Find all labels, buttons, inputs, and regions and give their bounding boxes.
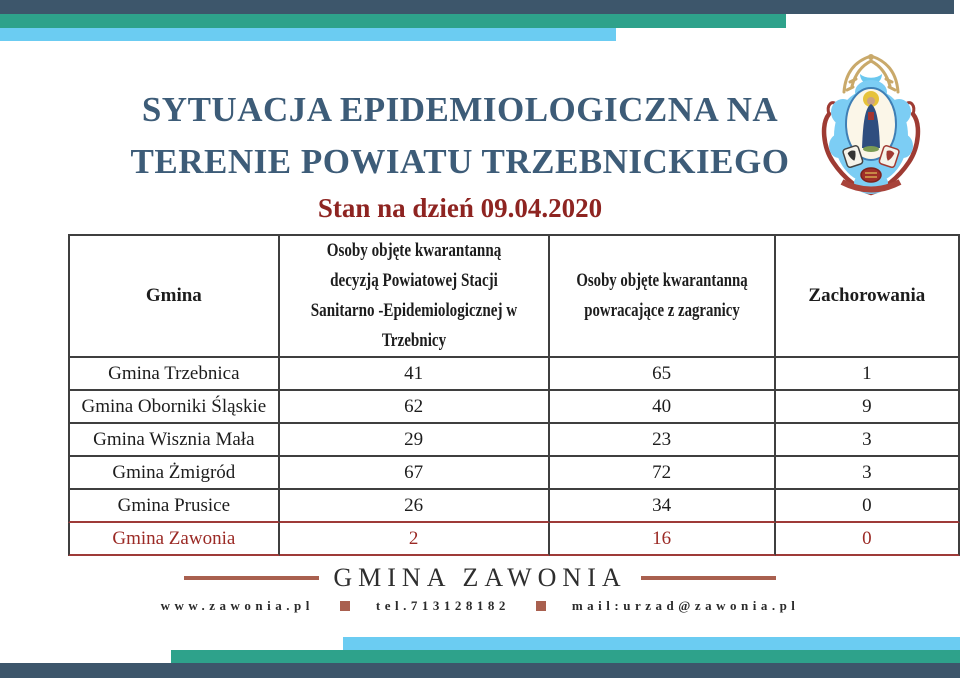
cases-cell: 3 [775, 457, 960, 490]
brand-rule-left [184, 576, 320, 580]
header-gmina: Gmina [68, 234, 280, 358]
footer-brand-row: GMINA ZAWONIA [40, 563, 920, 593]
table-row: Gmina Żmigród 67 72 3 [68, 457, 960, 490]
brand-rule-right [640, 576, 776, 580]
gmina-name-cell: Gmina Trzebnica [68, 358, 280, 391]
table-row: Gmina Wisznia Mała 29 23 3 [68, 424, 960, 457]
cases-cell: 3 [775, 424, 960, 457]
header-quarantine-return: Osoby objęte kwarantanną powracające z z… [549, 234, 776, 358]
quarantine-return-cell: 40 [549, 391, 776, 424]
cases-cell: 1 [775, 358, 960, 391]
title-block: SYTUACJA EPIDEMIOLOGICZNA NA TERENIE POW… [20, 84, 900, 224]
header-quarantine-decision: Osoby objęte kwarantanną decyzją Powiato… [279, 234, 550, 358]
quarantine-return-cell: 16 [549, 523, 776, 556]
table-row: Gmina Trzebnica 41 65 1 [68, 358, 960, 391]
quarantine-decision-cell: 29 [279, 424, 550, 457]
quarantine-return-cell: 65 [549, 358, 776, 391]
quarantine-decision-cell: 67 [279, 457, 550, 490]
cases-cell: 0 [775, 523, 960, 556]
footer-contact-row: www.zawonia.pl tel.713128182 mail:urzad@… [40, 598, 920, 614]
quarantine-decision-cell: 62 [279, 391, 550, 424]
square-bullet-icon [535, 601, 546, 611]
table-header-row: Gmina Osoby objęte kwarantanną decyzją P… [68, 234, 960, 358]
top-bar-teal [0, 14, 786, 28]
top-bar-navy [0, 0, 954, 14]
quarantine-return-cell: 34 [549, 490, 776, 523]
gmina-name-cell: Gmina Oborniki Śląskie [68, 391, 280, 424]
quarantine-decision-cell: 41 [279, 358, 550, 391]
footer-email: mail:urzad@zawonia.pl [571, 598, 800, 613]
cases-cell: 9 [775, 391, 960, 424]
gmina-name-cell: Gmina Zawonia [68, 523, 280, 556]
footer-website: www.zawonia.pl [160, 598, 314, 613]
page-title-line1: SYTUACJA EPIDEMIOLOGICZNA NA [141, 90, 779, 129]
quarantine-return-cell: 23 [549, 424, 776, 457]
gmina-name-cell: Gmina Żmigród [68, 457, 280, 490]
quarantine-decision-cell: 26 [279, 490, 550, 523]
top-bar-lightblue [0, 28, 616, 41]
bottom-bar-lightblue [343, 637, 960, 650]
footer-phone: tel.713128182 [375, 598, 510, 613]
cases-cell: 0 [775, 490, 960, 523]
footer-brand: GMINA ZAWONIA [333, 563, 627, 592]
table-row: Gmina Prusice 26 34 0 [68, 490, 960, 523]
table-row: Gmina Oborniki Śląskie 62 40 9 [68, 391, 960, 424]
gmina-name-cell: Gmina Prusice [68, 490, 280, 523]
gmina-name-cell: Gmina Wisznia Mała [68, 424, 280, 457]
square-bullet-icon [339, 601, 350, 611]
page-title-line2: TERENIE POWIATU TRZEBNICKIEGO [130, 142, 790, 181]
coat-of-arms-icon [816, 50, 926, 210]
quarantine-return-cell: 72 [549, 457, 776, 490]
table-row: Gmina Zawonia 2 16 0 [68, 523, 960, 556]
bottom-bar-navy [0, 663, 960, 678]
status-date-subtitle: Stan na dzień 09.04.2020 [317, 193, 603, 223]
epidemiology-table: Gmina Osoby objęte kwarantanną decyzją P… [68, 234, 960, 556]
bottom-bar-teal [171, 650, 960, 663]
header-zachorowania: Zachorowania [775, 234, 960, 358]
quarantine-decision-cell: 2 [279, 523, 550, 556]
